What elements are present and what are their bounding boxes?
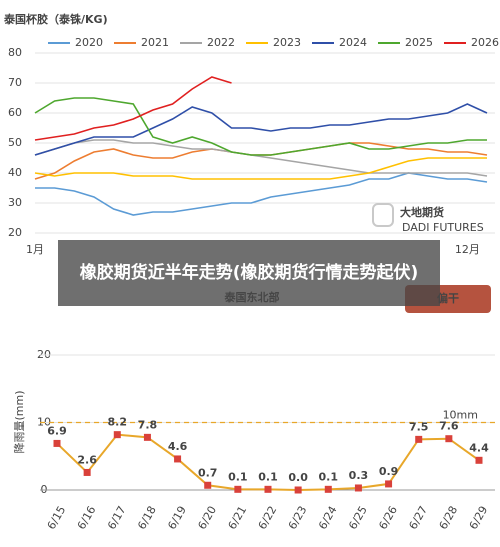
marker <box>324 485 332 493</box>
marker <box>415 435 423 443</box>
marker <box>204 481 212 489</box>
value-label: 0.1 <box>228 470 248 483</box>
value-label: 0.1 <box>319 470 339 483</box>
x-tick-label: 1月 <box>26 243 44 256</box>
overlay-banner: 橡胶期货近半年走势(橡胶期货行情走势起伏) <box>58 240 440 306</box>
y-axis-label: 降雨量(mm) <box>12 390 26 453</box>
watermark-subtitle: DADI FUTURES <box>402 221 484 234</box>
x-tick-label: 6/18 <box>135 504 159 532</box>
value-label: 4.4 <box>469 441 489 454</box>
value-label: 8.2 <box>108 416 128 429</box>
legend-label: 2022 <box>207 36 235 49</box>
value-label: 7.5 <box>409 420 429 433</box>
x-tick-label: 6/23 <box>286 504 310 532</box>
value-label: 0.1 <box>258 470 278 483</box>
series-line <box>34 103 488 156</box>
y-tick-label: 40 <box>8 166 22 179</box>
legend-label: 2026 <box>471 36 499 49</box>
x-tick-label: 12月 <box>455 243 480 256</box>
marker <box>294 486 302 494</box>
series-line <box>34 97 487 156</box>
overlay-text: 橡胶期货近半年走势(橡胶期货行情走势起伏) <box>79 263 419 283</box>
marker <box>445 435 453 443</box>
marker <box>234 485 242 493</box>
value-label: 0.0 <box>288 471 308 484</box>
y-tick-label: 50 <box>8 136 22 149</box>
marker <box>83 468 91 476</box>
marker <box>113 431 121 439</box>
reference-label: 10mm <box>443 409 478 422</box>
x-tick-label: 6/27 <box>406 504 430 532</box>
y-tick-label: 60 <box>8 106 22 119</box>
x-tick-label: 6/22 <box>256 504 280 532</box>
legend-label: 2023 <box>273 36 301 49</box>
x-tick-label: 6/15 <box>45 504 69 532</box>
series-line <box>34 76 232 141</box>
marker <box>174 455 182 463</box>
x-tick-label: 6/17 <box>105 504 129 532</box>
x-tick-label: 6/28 <box>437 504 461 532</box>
x-tick-label: 6/26 <box>376 504 400 532</box>
value-label: 0.9 <box>379 465 399 478</box>
y-tick-label: 80 <box>8 46 22 59</box>
badge-text: 偏干 <box>437 291 459 305</box>
value-label: 7.6 <box>439 420 459 433</box>
value-label: 7.8 <box>138 418 158 431</box>
marker <box>475 456 483 464</box>
x-tick-label: 6/21 <box>226 504 250 532</box>
x-tick-label: 6/20 <box>195 504 219 532</box>
x-tick-label: 6/24 <box>316 504 340 532</box>
y-tick-label: 20 <box>8 226 22 239</box>
y-tick-label: 70 <box>8 76 22 89</box>
x-tick-label: 6/29 <box>467 504 491 532</box>
x-tick-label: 6/19 <box>165 504 189 532</box>
legend-label: 2024 <box>339 36 367 49</box>
marker <box>354 484 362 492</box>
value-label: 4.6 <box>168 440 188 453</box>
y-tick-label: 30 <box>8 196 22 209</box>
value-label: 0.3 <box>349 469 369 482</box>
chart-title: 泰国杯胶（泰铢/KG) <box>3 12 108 26</box>
legend-label: 2020 <box>75 36 103 49</box>
x-tick-label: 6/25 <box>346 504 370 532</box>
marker <box>143 433 151 441</box>
watermark-logo <box>372 203 394 227</box>
series-line <box>34 139 488 177</box>
legend-label: 2021 <box>141 36 169 49</box>
legend-label: 2025 <box>405 36 433 49</box>
x-tick-label: 6/16 <box>75 504 99 532</box>
value-label: 2.6 <box>77 453 97 466</box>
value-label: 0.7 <box>198 466 218 479</box>
marker <box>53 439 61 447</box>
marker <box>385 480 393 488</box>
watermark-title: 大地期货 <box>400 205 444 219</box>
value-label: 6.9 <box>47 424 67 437</box>
series-line <box>34 157 487 180</box>
marker <box>264 485 272 493</box>
